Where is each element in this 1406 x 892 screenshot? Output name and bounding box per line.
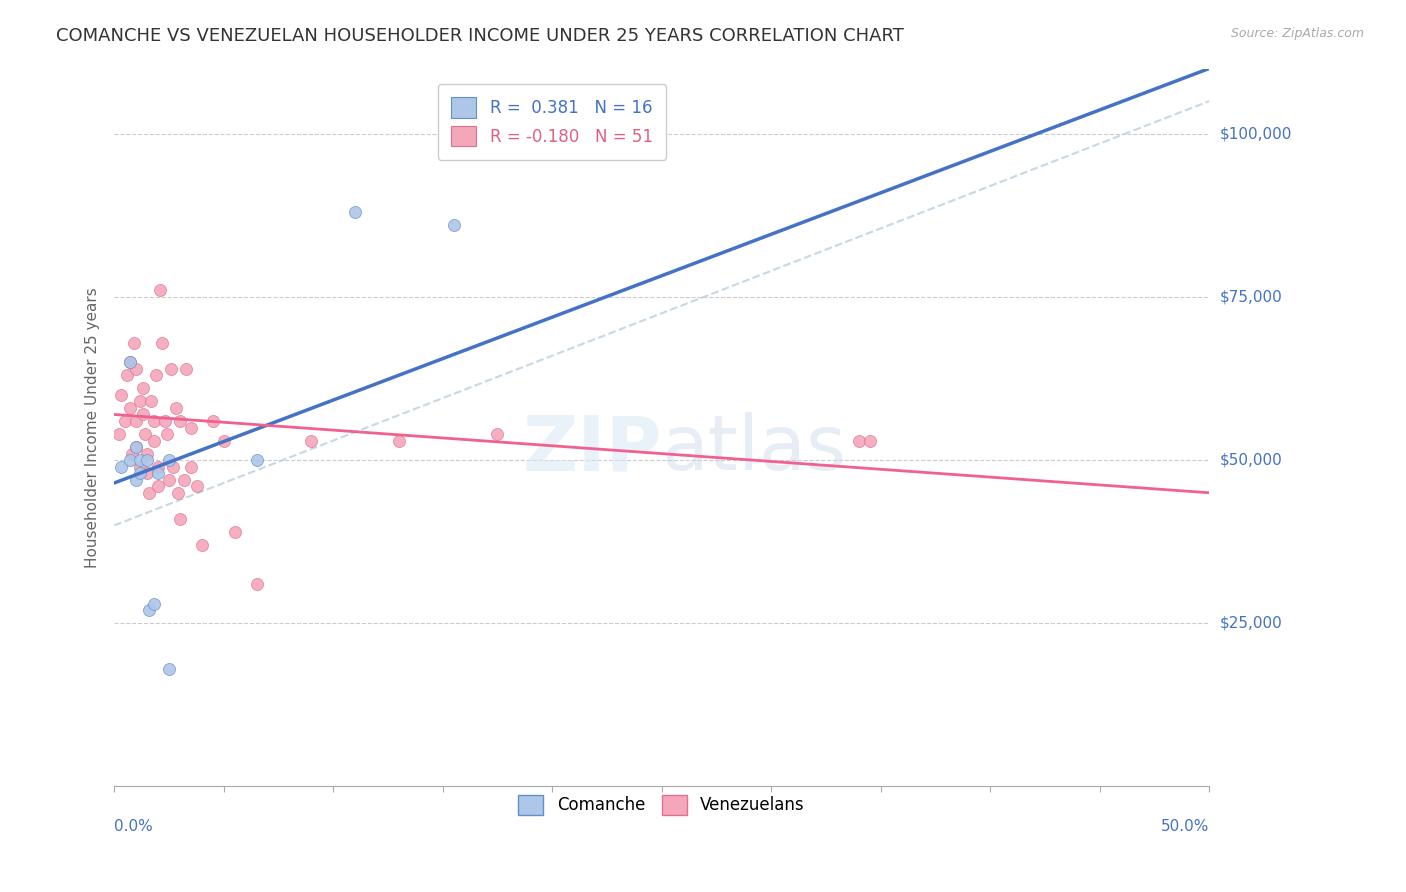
Point — [191, 538, 214, 552]
Point — [146, 459, 169, 474]
Point — [165, 401, 187, 415]
Point — [153, 414, 176, 428]
Point — [138, 603, 160, 617]
Point — [169, 414, 191, 428]
Point — [146, 479, 169, 493]
Point — [160, 361, 183, 376]
Point — [110, 388, 132, 402]
Point — [169, 512, 191, 526]
Point — [156, 427, 179, 442]
Point — [134, 427, 156, 442]
Text: 50.0%: 50.0% — [1161, 819, 1209, 834]
Point — [157, 662, 180, 676]
Y-axis label: Householder Income Under 25 years: Householder Income Under 25 years — [86, 287, 100, 568]
Point — [114, 414, 136, 428]
Point — [344, 205, 367, 219]
Point — [121, 447, 143, 461]
Point — [129, 459, 152, 474]
Legend: Comanche, Venezuelans: Comanche, Venezuelans — [505, 781, 818, 829]
Text: $50,000: $50,000 — [1220, 452, 1282, 467]
Point — [142, 434, 165, 448]
Point — [201, 414, 224, 428]
Point — [131, 381, 153, 395]
Text: ZIP: ZIP — [522, 412, 662, 486]
Point — [176, 361, 198, 376]
Point — [118, 355, 141, 369]
Point — [859, 434, 882, 448]
Point — [129, 394, 152, 409]
Point — [125, 440, 148, 454]
Point — [138, 485, 160, 500]
Point — [212, 434, 235, 448]
Point — [157, 473, 180, 487]
Point — [118, 401, 141, 415]
Point — [142, 597, 165, 611]
Point — [145, 368, 167, 383]
Text: COMANCHE VS VENEZUELAN HOUSEHOLDER INCOME UNDER 25 YEARS CORRELATION CHART: COMANCHE VS VENEZUELAN HOUSEHOLDER INCOM… — [56, 27, 904, 45]
Point — [180, 420, 202, 434]
Point — [224, 524, 246, 539]
Point — [299, 434, 322, 448]
Text: $75,000: $75,000 — [1220, 290, 1282, 304]
Point — [443, 218, 465, 232]
Point — [125, 473, 148, 487]
Point — [136, 447, 159, 461]
Point — [117, 368, 139, 383]
Point — [157, 453, 180, 467]
Point — [131, 408, 153, 422]
Point — [142, 414, 165, 428]
Text: 0.0%: 0.0% — [114, 819, 153, 834]
Point — [146, 466, 169, 480]
Point — [173, 473, 195, 487]
Point — [122, 335, 145, 350]
Point — [107, 427, 129, 442]
Text: $25,000: $25,000 — [1220, 615, 1282, 631]
Point — [129, 466, 152, 480]
Point — [150, 335, 173, 350]
Point — [125, 361, 148, 376]
Text: $100,000: $100,000 — [1220, 127, 1292, 141]
Point — [125, 440, 148, 454]
Text: Source: ZipAtlas.com: Source: ZipAtlas.com — [1230, 27, 1364, 40]
Point — [136, 453, 159, 467]
Point — [149, 284, 172, 298]
Point — [180, 459, 202, 474]
Point — [162, 459, 184, 474]
Point — [136, 466, 159, 480]
Point — [129, 453, 152, 467]
Point — [125, 414, 148, 428]
Point — [848, 434, 870, 448]
Point — [118, 453, 141, 467]
Text: atlas: atlas — [662, 412, 846, 486]
Point — [166, 485, 188, 500]
Point — [486, 427, 509, 442]
Point — [110, 459, 132, 474]
Point — [118, 355, 141, 369]
Point — [388, 434, 411, 448]
Point — [245, 577, 267, 591]
Point — [186, 479, 208, 493]
Point — [141, 394, 163, 409]
Point — [245, 453, 267, 467]
